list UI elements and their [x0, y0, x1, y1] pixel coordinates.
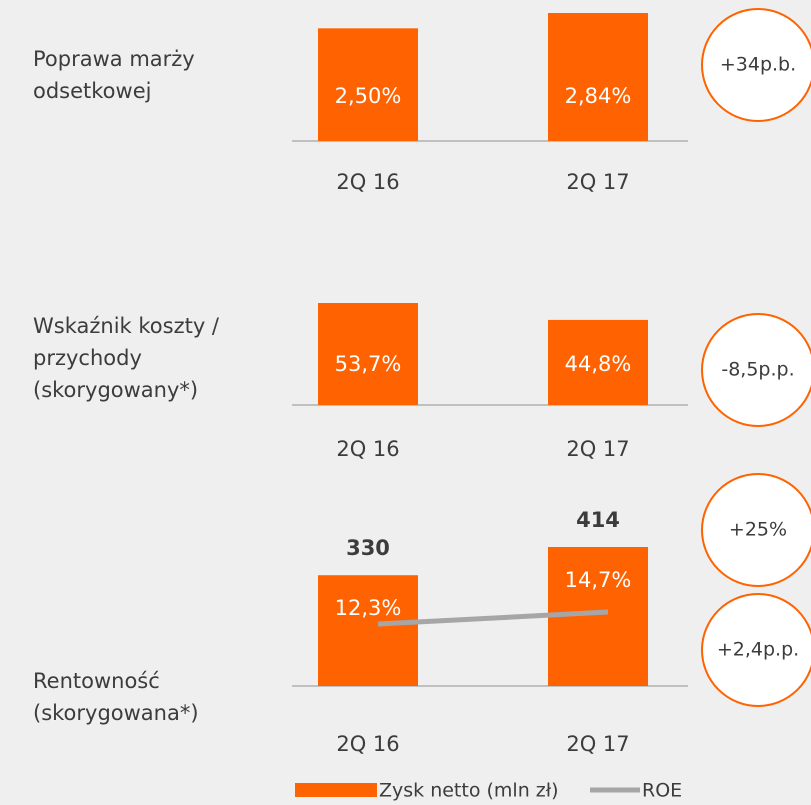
value-label: 2,84% — [565, 84, 632, 108]
value-label: 2,50% — [335, 84, 402, 108]
x-tick-label: 2Q 17 — [566, 170, 629, 194]
value-label: 14,7% — [565, 568, 632, 592]
value-label: 53,7% — [335, 352, 402, 376]
x-tick-label: 2Q 17 — [566, 437, 629, 461]
annotation: +25% — [729, 519, 787, 541]
x-tick-label: 2Q 17 — [566, 732, 629, 756]
bar — [548, 319, 648, 405]
chart-title: (skorygowany*) — [33, 378, 198, 402]
legend-swatch — [295, 783, 377, 797]
chart-title: przychody — [33, 346, 142, 370]
annotation-circle — [701, 313, 811, 427]
bar — [318, 575, 418, 686]
legend-label: ROE — [642, 780, 682, 802]
value-label: 44,8% — [565, 352, 632, 376]
legend-label: Zysk netto (mln zł) — [379, 780, 559, 802]
x-tick-label: 2Q 16 — [336, 170, 399, 194]
bar — [548, 13, 648, 141]
annotation-circle — [701, 593, 811, 707]
chart-title: (skorygowana*) — [33, 701, 199, 725]
annotation: +34p.b. — [720, 54, 796, 76]
x-tick-label: 2Q 16 — [336, 732, 399, 756]
annotation-circle — [701, 8, 811, 122]
chart-title: Wskaźnik koszty / — [33, 314, 220, 338]
value-label: 12,3% — [335, 596, 402, 620]
bar — [318, 28, 418, 141]
annotation-circle — [701, 473, 811, 587]
chart-title: odsetkowej — [33, 79, 151, 103]
value-label: 330 — [346, 536, 390, 560]
value-label: 414 — [576, 508, 620, 532]
chart-title: Poprawa marży — [33, 47, 195, 71]
annotation: -8,5p.p. — [721, 359, 794, 381]
annotation: +2,4p.p. — [717, 639, 799, 661]
chart-title: Rentowność — [33, 669, 160, 693]
line — [377, 609, 609, 627]
x-tick-label: 2Q 16 — [336, 437, 399, 461]
bar — [318, 303, 418, 405]
